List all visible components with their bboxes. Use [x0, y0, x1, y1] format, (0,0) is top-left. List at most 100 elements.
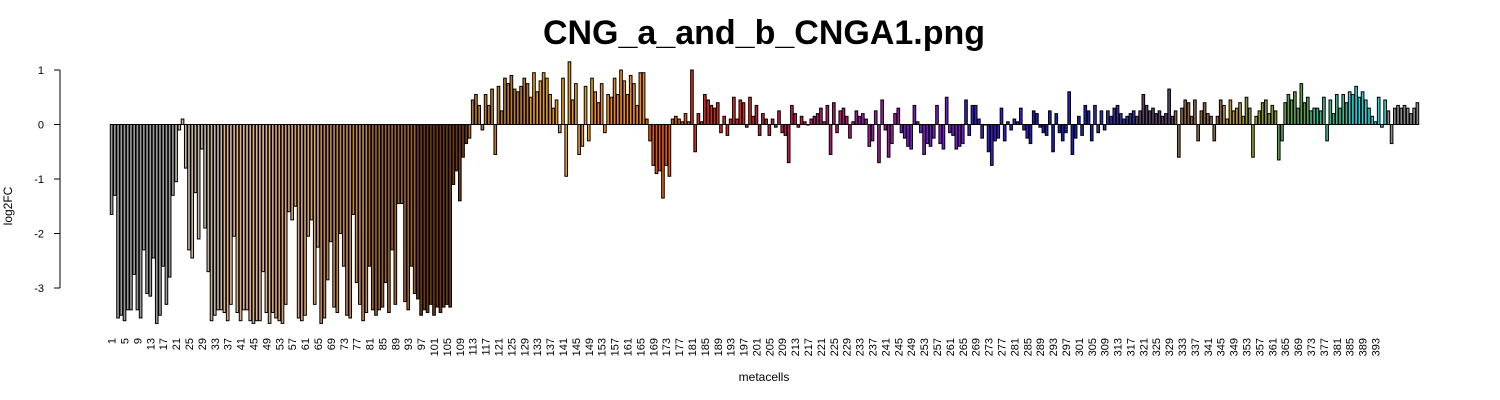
- bar-333: [1180, 107, 1184, 126]
- x-tick-label: 161: [622, 338, 634, 356]
- x-tick-label: 249: [906, 338, 918, 356]
- x-tick-label: 145: [571, 338, 583, 356]
- bar-7: [129, 124, 133, 311]
- bar-232: [854, 110, 859, 126]
- bar-71: [335, 124, 340, 314]
- bar-157: [612, 77, 617, 125]
- bar-303: [1083, 104, 1088, 125]
- bar-379: [1328, 99, 1333, 126]
- bar-55: [283, 124, 288, 305]
- bar-126: [512, 88, 517, 125]
- y-tick-label: -2: [34, 229, 44, 241]
- bar-109: [458, 124, 462, 202]
- bar-10: [138, 124, 143, 319]
- x-tick-label: 5: [120, 338, 132, 344]
- bar-361: [1270, 104, 1275, 125]
- x-tick-label: 317: [1125, 338, 1137, 356]
- x-tick-label: 369: [1293, 338, 1305, 356]
- bar-155: [606, 94, 610, 125]
- bar-16: [158, 124, 162, 316]
- bar-405: [1412, 107, 1416, 126]
- bar-149: [586, 124, 591, 142]
- bar-167: [645, 118, 649, 126]
- x-tick-label: 269: [971, 338, 983, 356]
- bar-45: [251, 124, 256, 324]
- bar-244: [893, 113, 897, 125]
- bar-346: [1222, 104, 1226, 125]
- bar-63: [309, 124, 314, 221]
- x-tick-label: 117: [481, 338, 493, 356]
- bar-210: [783, 124, 788, 136]
- bar-300: [1073, 124, 1078, 139]
- bar-148: [583, 85, 588, 125]
- bar-368: [1293, 91, 1297, 126]
- x-tick-label: 105: [442, 338, 454, 356]
- bar-248: [906, 124, 910, 147]
- bar-18: [164, 124, 169, 305]
- bar-26: [190, 124, 195, 259]
- bar-205: [767, 124, 772, 136]
- bar-392: [1370, 115, 1375, 126]
- bar-308: [1099, 110, 1104, 126]
- bar-284: [1022, 124, 1026, 131]
- bar-156: [609, 96, 614, 125]
- x-tick-label: 37: [223, 338, 235, 350]
- bar-319: [1135, 115, 1139, 126]
- bar-106: [448, 124, 452, 308]
- y-tick-label: -1: [34, 174, 44, 186]
- bar-282: [1015, 121, 1020, 125]
- bar-334: [1183, 99, 1188, 126]
- bar-67: [322, 124, 327, 319]
- bar-365: [1283, 102, 1288, 125]
- bar-259: [941, 124, 946, 150]
- bar-83: [374, 124, 378, 316]
- bar-38: [229, 124, 233, 305]
- bar-48: [261, 124, 265, 273]
- bar-166: [641, 72, 646, 125]
- bar-289: [1038, 124, 1042, 128]
- bar-307: [1096, 124, 1101, 134]
- bar-130: [525, 83, 530, 126]
- bar-292: [1048, 110, 1052, 126]
- bar-44: [248, 124, 253, 322]
- bar-132: [532, 72, 536, 125]
- bar-79: [361, 124, 365, 322]
- bar-87: [387, 124, 391, 314]
- x-tick-label: 289: [1035, 338, 1047, 356]
- bar-293: [1051, 124, 1055, 153]
- x-tick-label: 81: [365, 338, 377, 350]
- x-tick-label: 9: [132, 338, 144, 344]
- bar-160: [622, 80, 627, 125]
- bar-337: [1193, 99, 1197, 126]
- x-axis-label: metacells: [739, 370, 790, 384]
- bar-227: [838, 110, 843, 126]
- bar-345: [1218, 99, 1223, 126]
- x-tick-label: 197: [739, 338, 751, 356]
- bar-188: [712, 107, 717, 126]
- bar-358: [1260, 102, 1265, 125]
- x-tick-label: 225: [829, 338, 841, 356]
- bar-330: [1170, 115, 1175, 126]
- bar-27: [193, 124, 198, 194]
- x-tick-label: 261: [945, 338, 957, 356]
- bar-270: [977, 118, 981, 126]
- bar-64: [312, 124, 317, 305]
- bar-186: [706, 99, 710, 126]
- x-tick-label: 61: [300, 338, 312, 350]
- x-tick-label: 337: [1190, 338, 1202, 356]
- bar-37: [225, 124, 230, 322]
- bar-62: [306, 124, 311, 237]
- bar-158: [615, 94, 620, 125]
- bar-225: [832, 102, 836, 125]
- bar-52: [274, 124, 278, 319]
- x-axis-tick-labels: 1 5 9 13 17 21 25 29 33 37 41 45 49 53 57 61 65 69 73 77 81 8…: [107, 338, 1383, 356]
- bar-185: [703, 94, 707, 125]
- bar-98: [422, 124, 427, 311]
- x-tick-label: 229: [842, 338, 854, 356]
- x-tick-label: 77: [352, 338, 364, 350]
- bar-218: [809, 118, 814, 126]
- bar-245: [896, 107, 901, 126]
- bar-series: [109, 61, 1420, 324]
- x-tick-label: 277: [996, 338, 1008, 356]
